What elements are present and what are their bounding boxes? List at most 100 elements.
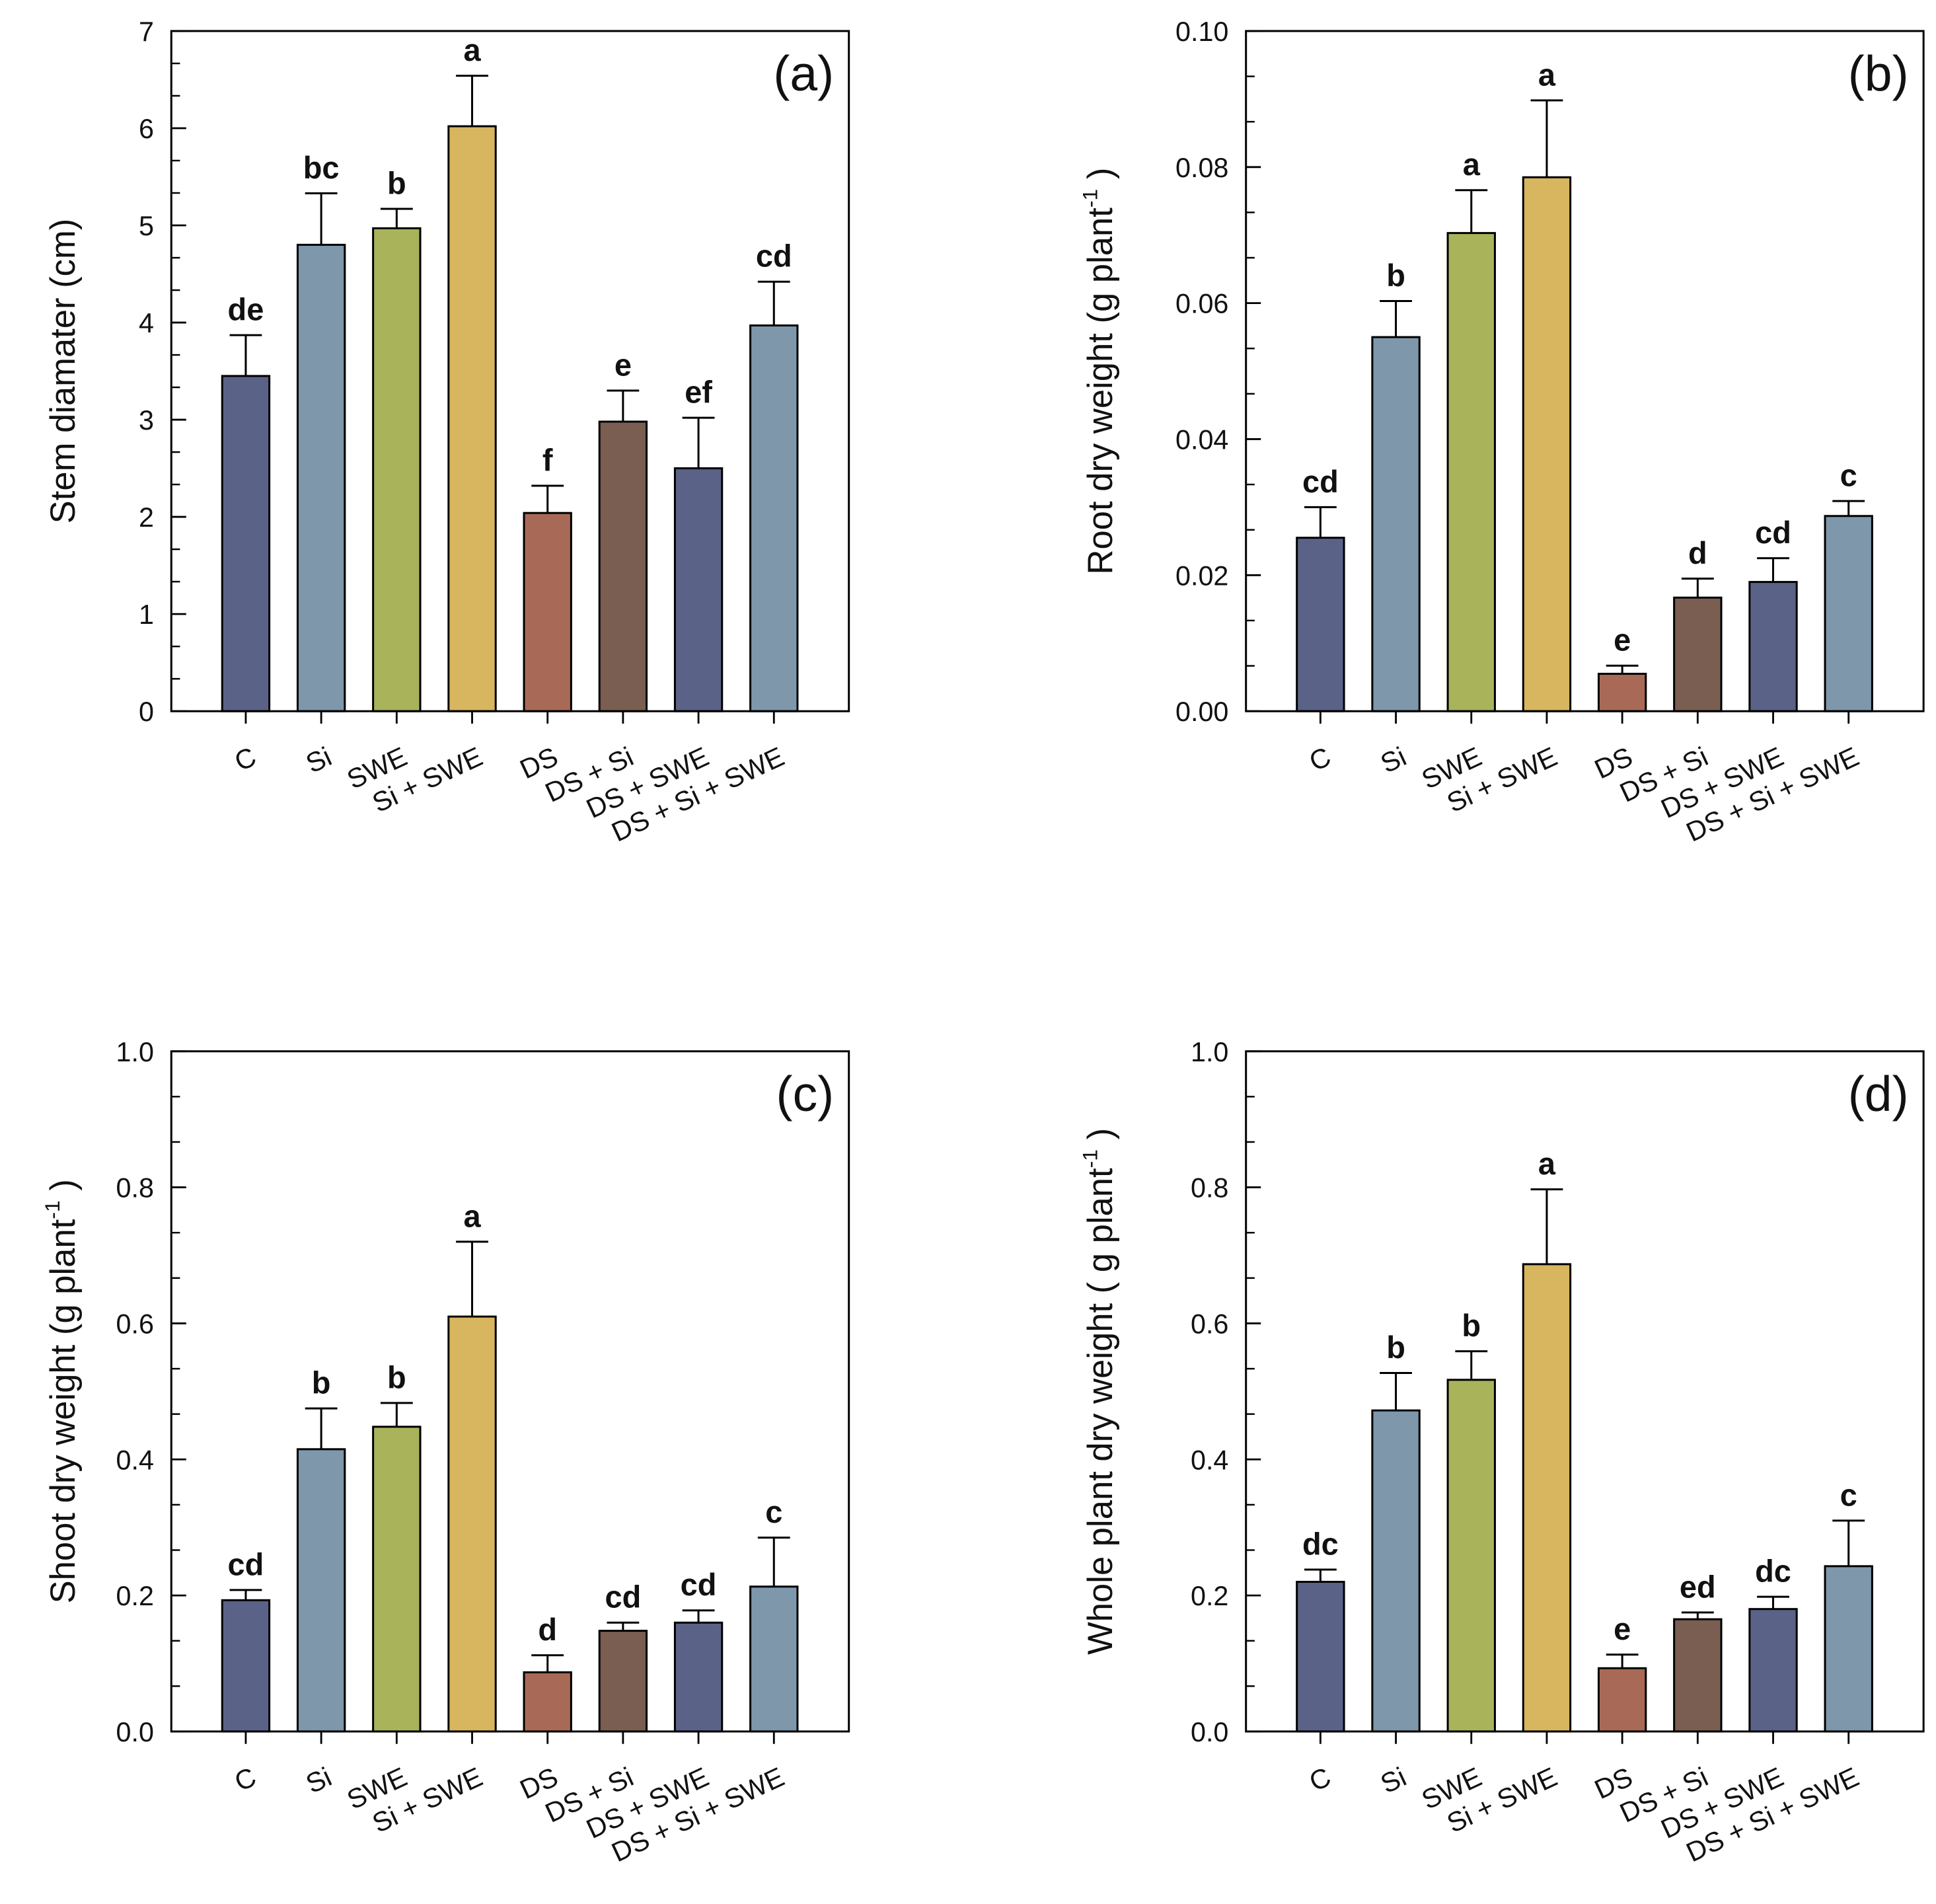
significance-letter: dc bbox=[1302, 1526, 1339, 1561]
y-tick-label: 0.4 bbox=[1191, 1445, 1228, 1475]
bar bbox=[221, 1599, 271, 1733]
y-tick-label: 0.00 bbox=[1175, 697, 1228, 727]
panel-label: (b) bbox=[1848, 46, 1909, 101]
bar bbox=[1371, 336, 1421, 712]
bar bbox=[1522, 176, 1572, 712]
significance-letter: c bbox=[1840, 458, 1857, 493]
y-tick-label: 2 bbox=[139, 502, 154, 533]
x-tick-label: Si bbox=[1376, 1761, 1411, 1799]
x-tick-label: Si bbox=[301, 741, 336, 779]
significance-letter: b bbox=[1386, 1330, 1405, 1365]
y-axis-label-text: Whole plant dry weight ( g plant bbox=[1081, 1168, 1120, 1655]
y-tick-label: 0.08 bbox=[1175, 153, 1228, 183]
significance-letter: bc bbox=[303, 150, 340, 185]
bar bbox=[1597, 673, 1647, 712]
y-tick-label: 0.6 bbox=[116, 1309, 154, 1339]
y-axis-label-tail: ) bbox=[1081, 168, 1120, 189]
bar bbox=[1673, 1618, 1723, 1733]
bar bbox=[598, 420, 648, 712]
y-tick-label: 4 bbox=[139, 308, 154, 338]
y-axis-label: Stem diamater (cm) bbox=[44, 219, 83, 524]
significance-letter: d bbox=[538, 1612, 557, 1647]
x-tick-label: C bbox=[230, 1761, 260, 1797]
bar bbox=[447, 125, 497, 712]
y-axis-label-superscript: -1 bbox=[1078, 1149, 1101, 1168]
bar bbox=[1371, 1409, 1421, 1733]
plot-frame bbox=[170, 30, 850, 712]
panel-label: (a) bbox=[773, 46, 834, 101]
panel-label: (d) bbox=[1848, 1066, 1909, 1122]
significance-letter: e bbox=[1614, 1611, 1631, 1646]
significance-letter: c bbox=[765, 1494, 782, 1529]
significance-letter: f bbox=[542, 443, 553, 478]
y-tick-label: 0.6 bbox=[1191, 1309, 1228, 1339]
y-tick-label: 0.8 bbox=[116, 1173, 154, 1203]
significance-letter: a bbox=[1463, 147, 1481, 182]
x-tick-label: C bbox=[1304, 741, 1335, 777]
bar bbox=[1446, 1379, 1496, 1733]
bar bbox=[673, 1621, 724, 1733]
y-tick-label: 7 bbox=[139, 17, 154, 47]
bar bbox=[221, 375, 271, 712]
bar bbox=[372, 227, 422, 712]
bar bbox=[296, 243, 346, 712]
significance-letter: cd bbox=[681, 1567, 717, 1602]
bar bbox=[1446, 232, 1496, 712]
bar bbox=[1824, 1565, 1873, 1733]
x-tick-label: C bbox=[230, 741, 260, 777]
y-tick-label: 0 bbox=[139, 697, 154, 727]
significance-letter: a bbox=[463, 1198, 481, 1233]
significance-letter: a bbox=[1538, 1146, 1556, 1181]
significance-letter: ef bbox=[685, 375, 712, 410]
y-tick-label: 0.0 bbox=[1191, 1717, 1228, 1747]
bar bbox=[1673, 596, 1723, 712]
y-axis-label-text: Shoot dry weight (g plant bbox=[44, 1219, 83, 1603]
y-tick-label: 0.10 bbox=[1175, 17, 1228, 47]
bar bbox=[1296, 537, 1345, 712]
panel-label: (c) bbox=[776, 1066, 835, 1122]
x-tick-label: Si bbox=[301, 1761, 336, 1799]
significance-letter: de bbox=[228, 292, 264, 327]
plot-frame bbox=[1245, 1050, 1925, 1733]
y-axis-label-text: Root dry weight (g plant bbox=[1081, 208, 1120, 575]
y-tick-label: 0.4 bbox=[116, 1445, 154, 1475]
y-tick-label: 5 bbox=[139, 211, 154, 241]
bar bbox=[523, 1671, 572, 1733]
y-tick-label: 3 bbox=[139, 405, 154, 436]
bar bbox=[1748, 581, 1798, 712]
bar bbox=[1296, 1581, 1345, 1733]
bar bbox=[749, 1585, 799, 1733]
y-tick-label: 1.0 bbox=[1191, 1037, 1228, 1067]
y-axis-label-text: Stem diamater (cm) bbox=[44, 219, 83, 524]
bar bbox=[447, 1315, 497, 1733]
significance-letter: b bbox=[387, 1359, 406, 1394]
bar bbox=[749, 324, 799, 712]
y-tick-label: 1 bbox=[139, 599, 154, 630]
bar bbox=[1597, 1667, 1647, 1733]
bar bbox=[1522, 1263, 1572, 1733]
significance-letter: e bbox=[1614, 623, 1631, 658]
y-axis-label: Shoot dry weight (g plant-1 ) bbox=[40, 1179, 83, 1603]
significance-letter: dc bbox=[1755, 1554, 1791, 1589]
significance-letter: a bbox=[1538, 57, 1556, 92]
plot-frame bbox=[1245, 30, 1925, 712]
x-tick-label: C bbox=[1304, 1761, 1335, 1797]
plot-frame bbox=[170, 1050, 850, 1733]
y-tick-label: 6 bbox=[139, 114, 154, 144]
significance-letter: b bbox=[1462, 1308, 1481, 1343]
y-axis-label-tail: ) bbox=[1081, 1128, 1120, 1149]
y-axis-label-tail: ) bbox=[44, 1179, 83, 1200]
y-axis-label-superscript: -1 bbox=[1078, 189, 1101, 208]
significance-letter: a bbox=[463, 32, 481, 67]
significance-letter: d bbox=[1688, 535, 1707, 570]
significance-letter: b bbox=[387, 165, 406, 200]
y-tick-label: 0.8 bbox=[1191, 1173, 1228, 1203]
y-axis-label-superscript: -1 bbox=[40, 1200, 64, 1219]
significance-letter: cd bbox=[756, 239, 792, 274]
significance-letter: cd bbox=[605, 1580, 641, 1615]
